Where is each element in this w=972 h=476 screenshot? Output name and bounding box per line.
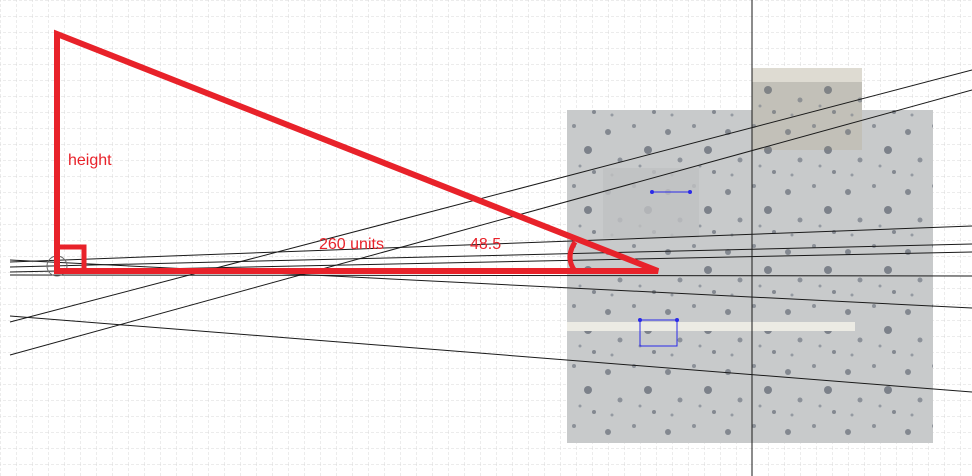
selection-handle	[675, 318, 679, 322]
light-bar	[567, 322, 855, 331]
measure-endpoint	[688, 190, 692, 194]
right-angle-marker	[54, 244, 87, 274]
triangle-outline	[54, 29, 660, 274]
distance-label: 260 units	[319, 236, 384, 253]
height-label: height	[68, 152, 112, 169]
selection-box	[639, 319, 678, 347]
measure-endpoint	[650, 190, 654, 194]
reference-image	[567, 68, 933, 443]
angle-arc	[567, 240, 578, 273]
triangle	[54, 29, 660, 274]
angle-label: 48.5	[470, 236, 501, 253]
selection-handle	[638, 318, 642, 322]
guide-lines	[9, 69, 972, 393]
